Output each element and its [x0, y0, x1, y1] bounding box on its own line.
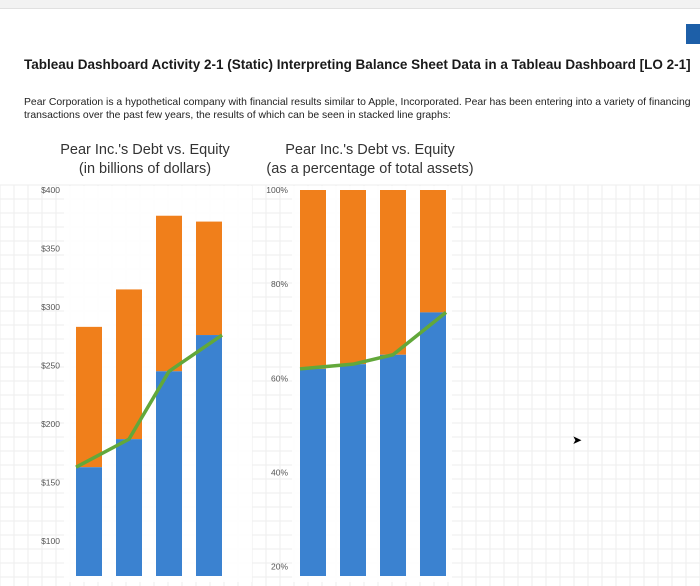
dollars-y-tick-label: $400 — [41, 185, 60, 195]
chart-title-percentage: Pear Inc.'s Debt vs. Equity (as a percen… — [260, 141, 480, 179]
dollars-bar-equity — [156, 215, 182, 372]
dollars-y-tick-label: $250 — [41, 360, 60, 370]
dollars-bar-debt — [76, 467, 102, 576]
dollars-bar-debt — [116, 439, 142, 576]
dollars-bar-debt — [156, 371, 182, 576]
percent-bar-debt — [340, 364, 366, 576]
percent-y-tick-label: 20% — [271, 562, 288, 572]
side-tab[interactable] — [686, 24, 700, 44]
dollars-bar-equity — [196, 221, 222, 336]
dollars-y-tick-label: $350 — [41, 243, 60, 253]
dollars-bar-equity — [116, 289, 142, 440]
percent-debt-line — [299, 311, 448, 371]
dollars-y-tick-label: $200 — [41, 419, 60, 429]
percent-bar-equity — [380, 190, 406, 355]
chart-title-billions-line1: Pear Inc.'s Debt vs. Equity — [60, 142, 230, 158]
intro-paragraph: Pear Corporation is a hypothetical compa… — [24, 97, 691, 121]
percent-y-tick-label: 60% — [271, 373, 288, 383]
percent-bar-debt — [380, 354, 406, 576]
dollars-y-tick-label: $100 — [41, 536, 60, 546]
dollars-y-tick-label: $150 — [41, 477, 60, 487]
dollars-debt-line — [75, 333, 223, 469]
top-toolbar-strip — [0, 0, 700, 9]
percent-y-tick-label: 100% — [266, 185, 288, 195]
chart-title-percentage-line1: Pear Inc.'s Debt vs. Equity — [285, 142, 455, 158]
chart-title-billions: Pear Inc.'s Debt vs. Equity (in billions… — [40, 141, 250, 179]
percent-bar-equity — [340, 190, 366, 365]
percent-bar-equity — [300, 190, 326, 369]
percent-bar-debt — [300, 368, 326, 576]
dollars-bar-equity — [76, 326, 102, 468]
mouse-cursor-icon: ➤ — [572, 433, 583, 447]
percent-y-tick-label: 40% — [271, 467, 288, 477]
percent-bar-debt — [420, 312, 446, 576]
chart-title-billions-line2: (in billions of dollars) — [78, 161, 212, 177]
dollars-bar-debt — [196, 335, 222, 576]
chart-title-percentage-line2: (as a percentage of total assets) — [266, 161, 474, 177]
percent-bar-equity — [420, 190, 446, 313]
percent-y-tick-label: 80% — [271, 279, 288, 289]
page-title: Tableau Dashboard Activity 2-1 (Static) … — [24, 57, 691, 72]
dollars-y-tick-label: $300 — [41, 302, 60, 312]
